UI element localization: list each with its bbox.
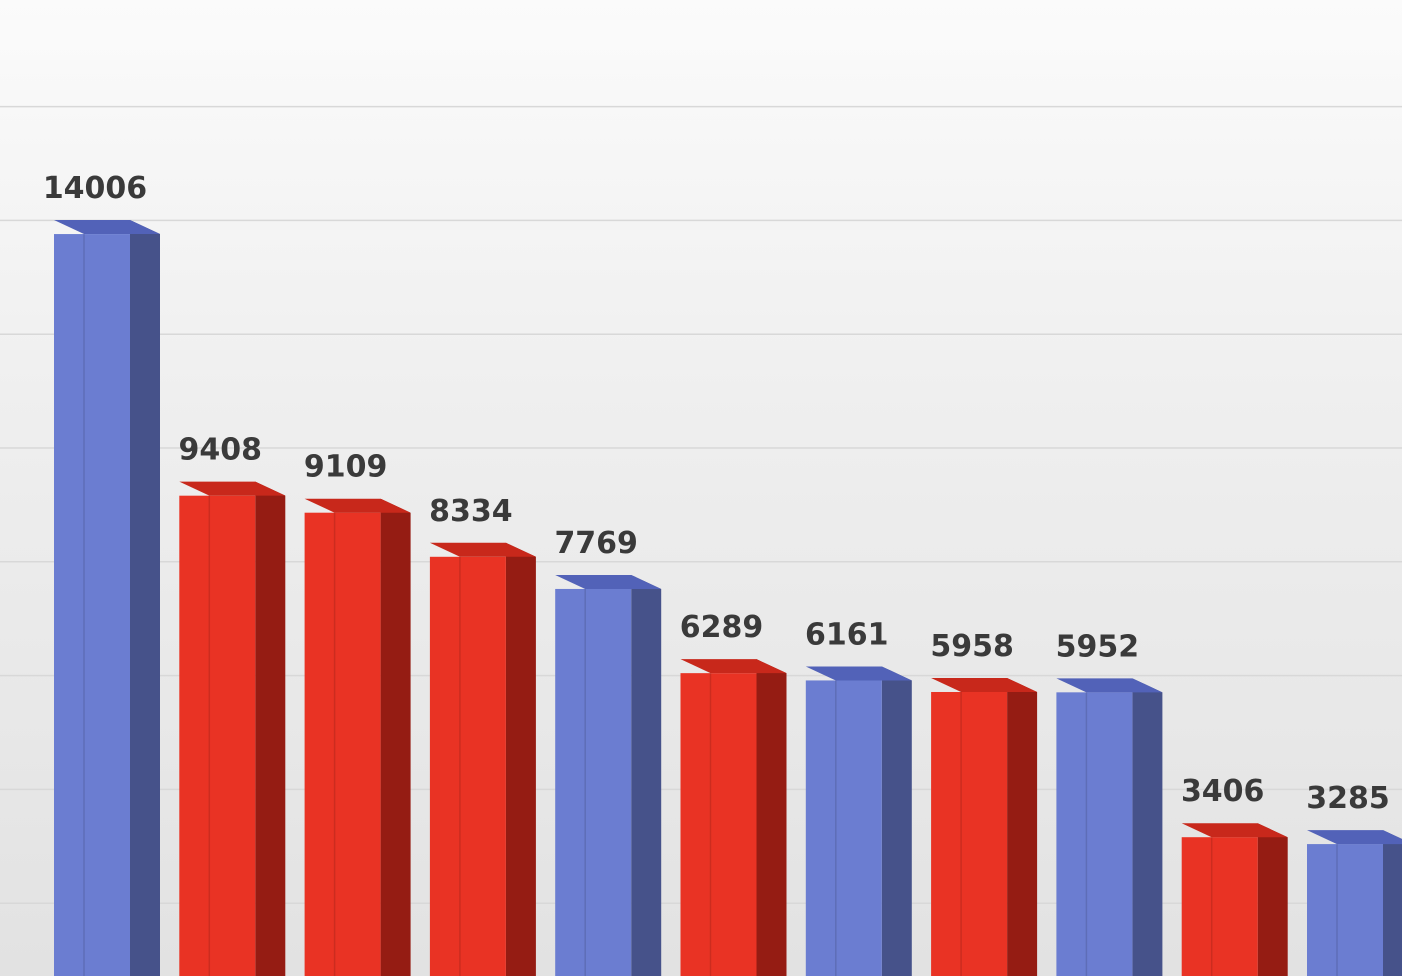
bar-front-face bbox=[54, 234, 130, 976]
bar-top-face bbox=[931, 677, 1038, 692]
bar bbox=[931, 677, 1038, 976]
data-label: 5952 bbox=[1056, 629, 1140, 664]
data-label: 6161 bbox=[805, 617, 889, 652]
data-label: 5958 bbox=[930, 629, 1014, 664]
bar-side-face bbox=[1132, 678, 1163, 976]
bar bbox=[555, 574, 662, 976]
bar bbox=[1181, 823, 1288, 976]
bar-top-face bbox=[1181, 823, 1288, 838]
bar-front-face bbox=[931, 691, 1008, 976]
bar bbox=[179, 481, 286, 976]
bar-side-face bbox=[881, 666, 912, 976]
bar-side-face bbox=[1257, 823, 1288, 976]
bar-front-face bbox=[680, 673, 757, 976]
bar-side-face bbox=[380, 498, 411, 976]
bar-front-face bbox=[179, 495, 256, 976]
bar-top-face bbox=[1307, 830, 1402, 845]
bar bbox=[304, 498, 411, 976]
bar bbox=[429, 542, 536, 976]
bars bbox=[54, 220, 1402, 976]
data-label: 14006 bbox=[43, 171, 147, 206]
data-label: 8334 bbox=[429, 494, 513, 529]
bar-top-face bbox=[54, 220, 160, 235]
bar-front-face bbox=[805, 680, 882, 976]
bar-top-face bbox=[555, 574, 662, 589]
data-label: 9408 bbox=[179, 433, 263, 468]
bar bbox=[1307, 830, 1402, 976]
bar-top-face bbox=[1056, 678, 1163, 693]
bar-top-face bbox=[304, 498, 411, 513]
bar-front-face bbox=[429, 556, 506, 976]
data-label: 6289 bbox=[680, 610, 764, 645]
bar-top-face bbox=[680, 659, 787, 674]
data-label: 3406 bbox=[1181, 774, 1265, 809]
bar bbox=[805, 666, 912, 976]
bar-front-face bbox=[1307, 844, 1383, 976]
bar-front-face bbox=[1056, 692, 1133, 976]
bar-top-face bbox=[429, 542, 536, 557]
bar-front-face bbox=[1181, 837, 1258, 976]
data-labels: 14006 9408 9109 8334 7769 6289 6161 5958 5952 340… bbox=[43, 171, 1390, 816]
bar-side-face bbox=[756, 659, 787, 976]
bar-top-face bbox=[179, 481, 286, 496]
bar-side-face bbox=[255, 481, 286, 976]
bar bbox=[54, 220, 160, 976]
data-label: 9109 bbox=[304, 450, 388, 485]
bar-side-face bbox=[130, 220, 160, 976]
bar bbox=[1056, 678, 1163, 976]
bar bbox=[680, 659, 787, 976]
bar-side-face bbox=[505, 542, 536, 976]
bar-side-face bbox=[1007, 677, 1038, 976]
bar-front-face bbox=[555, 588, 632, 976]
data-label: 3285 bbox=[1306, 781, 1390, 816]
bar-side-face bbox=[1383, 830, 1402, 976]
bar-front-face bbox=[304, 512, 381, 976]
bar-top-face bbox=[805, 666, 912, 681]
bar-side-face bbox=[631, 574, 662, 976]
data-label: 7769 bbox=[554, 526, 638, 561]
